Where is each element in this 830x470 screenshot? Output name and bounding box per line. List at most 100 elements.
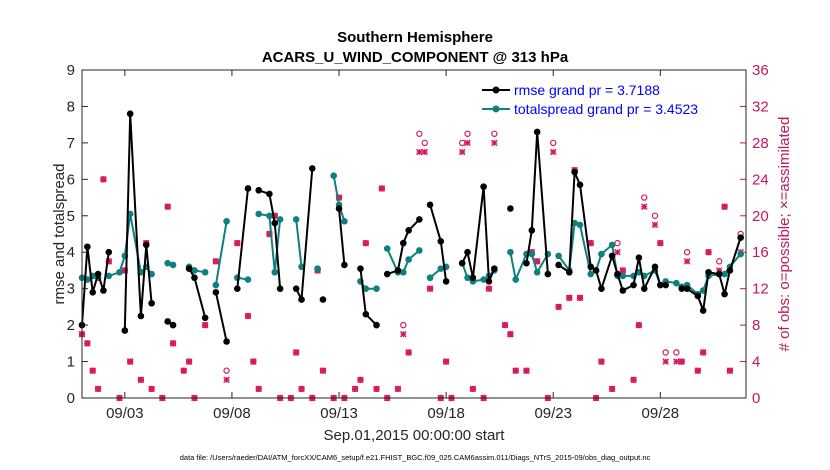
rmse-point [426, 201, 434, 209]
rmse-point [721, 290, 728, 298]
rmse-point [485, 278, 493, 285]
rmse-point [437, 237, 445, 245]
obs-assimilated-marker [635, 321, 643, 329]
rmse-line-segment [214, 292, 228, 342]
obs-assimilated-marker [164, 203, 171, 210]
rmse-point [528, 227, 536, 234]
rmse-point [555, 261, 562, 269]
totalspread-point [116, 268, 123, 276]
obs-possible-marker [641, 194, 648, 201]
plot-area [82, 70, 746, 398]
y2-tick-label: 36 [752, 62, 769, 79]
rmse-point [657, 281, 664, 289]
obs-assimilated-marker [512, 367, 520, 374]
legend: rmse grand pr = 3.7188 totalspread grand… [482, 82, 698, 117]
chart-subtitle: ACARS_U_WIND_COMPONENT @ 313 hPa [262, 49, 569, 66]
obs-assimilated-marker [233, 239, 241, 247]
rmse-point [341, 261, 348, 269]
rmse-point [292, 285, 300, 292]
obs-assimilated-marker [319, 367, 327, 374]
totalspread-point [405, 256, 412, 263]
obs-assimilated-marker [94, 385, 102, 393]
obs-assimilated-marker [549, 148, 557, 156]
y2-tick-label: 16 [752, 244, 769, 261]
x-tick-label: 09/18 [427, 405, 465, 422]
rmse-point [394, 267, 402, 274]
rmse-point [523, 259, 530, 267]
plot-frame [81, 69, 747, 399]
rmse-point [185, 265, 193, 272]
rmse-point [491, 265, 498, 272]
totalspread-point [383, 245, 391, 252]
rmse-line-segment [258, 189, 282, 289]
obs-possible-marker [716, 258, 723, 265]
obs-assimilated-marker [657, 239, 664, 247]
obs-assimilated-marker [721, 203, 728, 210]
obs-possible-marker [614, 239, 621, 247]
obs-assimilated-marker [89, 367, 97, 374]
y-tick-label: 2 [67, 317, 75, 334]
x-tick-label: 09/13 [320, 405, 358, 422]
rmse-line-segment [525, 131, 549, 275]
y2-tick-label: 24 [752, 171, 769, 188]
totalspread-point [464, 274, 471, 282]
obs-assimilated-marker [169, 340, 177, 347]
y-tick-label: 0 [67, 390, 75, 407]
x-tick-label: 09/23 [534, 405, 572, 422]
obs-assimilated-marker [576, 294, 584, 302]
obs-assimilated-marker [491, 139, 498, 147]
obs-possible-marker [416, 130, 423, 137]
totalspread-point [330, 172, 337, 179]
totalspread-point [507, 248, 514, 256]
totalspread-point [164, 259, 171, 267]
rmse-point [244, 185, 252, 192]
rmse-point [357, 265, 364, 272]
rmse-point [571, 168, 578, 176]
y2-tick-label: 0 [752, 390, 760, 407]
obs-assimilated-marker [185, 358, 193, 365]
rmse-point [266, 190, 273, 198]
legend-spread-marker [492, 105, 500, 113]
obs-assimilated-marker [694, 367, 702, 374]
rmse-point [201, 314, 209, 322]
obs-assimilated-marker [378, 185, 386, 192]
obs-possible-marker [673, 349, 680, 356]
rmse-point [94, 270, 102, 278]
totalspread-point [673, 279, 680, 287]
legend-spread-label: totalspread grand pr = 3.4523 [514, 101, 698, 117]
obs-assimilated-marker [683, 258, 691, 265]
totalspread-point [480, 276, 487, 283]
obs-assimilated-marker [180, 367, 188, 374]
obs-possible-marker [550, 139, 557, 147]
y2-axis-label: # of obs: o=possible; ×=assimilated [776, 117, 793, 352]
obs-assimilated-marker [137, 376, 145, 384]
totalspread-point [255, 210, 263, 218]
obs-assimilated-marker [533, 258, 541, 265]
rmse-point [705, 268, 712, 276]
rmse-point [164, 318, 171, 325]
obs-assimilated-marker [630, 376, 637, 384]
totalspread-point [271, 268, 279, 276]
rmse-point [651, 263, 659, 271]
obs-assimilated-marker [469, 385, 477, 393]
obs-assimilated-marker [405, 349, 412, 356]
obs-assimilated-marker [651, 221, 659, 229]
rmse-point [565, 268, 573, 276]
rmse-point [737, 234, 744, 241]
rmse-point [576, 181, 584, 189]
rmse-point [335, 205, 343, 212]
rmse-point [308, 165, 316, 172]
totalspread-point [437, 265, 445, 272]
rmse-point [640, 285, 648, 292]
y-tick-label: 1 [67, 354, 75, 371]
totalspread-point [201, 268, 209, 276]
totalspread-point [169, 261, 177, 269]
obs-assimilated-marker [485, 285, 493, 292]
rmse-point [373, 321, 380, 329]
totalspread-point [314, 265, 321, 272]
obs-assimilated-marker [608, 385, 616, 393]
y-axis-label: rmse and totalspread [51, 164, 68, 305]
obs-assimilated-marker [362, 239, 370, 247]
totalspread-point [373, 285, 380, 292]
obs-assimilated-marker [212, 258, 220, 265]
